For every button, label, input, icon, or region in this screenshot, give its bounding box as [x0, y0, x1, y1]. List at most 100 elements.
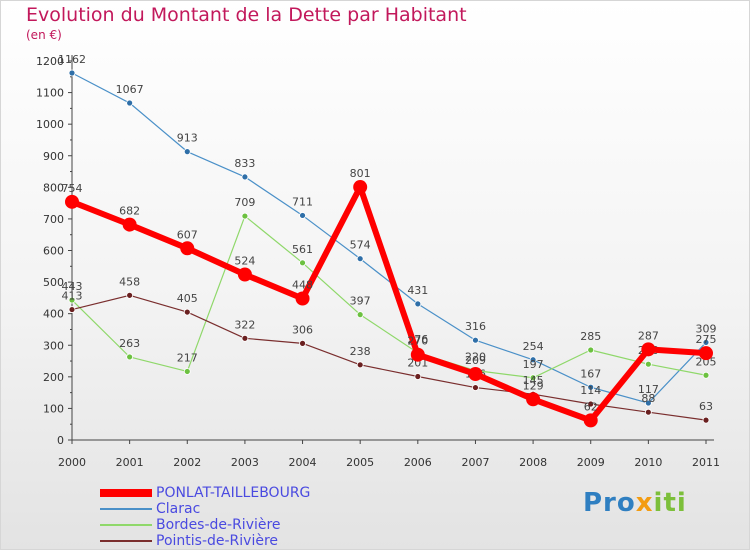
data-point-clarac — [472, 336, 479, 344]
logo-part-x: x — [635, 488, 654, 518]
x-tick-label: 2005 — [346, 456, 374, 469]
data-label-ponlat-taillebourg: 754 — [62, 182, 83, 195]
legend-label-bordes: Bordes-de-Rivière — [156, 517, 281, 533]
x-tick-label: 2003 — [231, 456, 259, 469]
data-label-ponlat-taillebourg: 448 — [292, 279, 313, 292]
data-point-pointis-de-rivi-re — [241, 334, 249, 342]
data-point-pointis-de-rivi-re — [472, 384, 479, 391]
y-tick-label: 200 — [43, 371, 64, 384]
data-label-ponlat-taillebourg: 270 — [407, 335, 428, 348]
data-point-clarac — [299, 212, 306, 219]
data-point-pointis-de-rivi-re — [414, 373, 422, 380]
x-tick-label: 2006 — [404, 456, 432, 469]
data-point-clarac — [68, 69, 76, 77]
data-label-bordes-de-rivi-re: 443 — [62, 280, 83, 293]
y-tick-label: 300 — [43, 339, 64, 352]
y-tick-label: 400 — [43, 308, 64, 321]
data-point-bordes-de-rivi-re — [702, 371, 710, 379]
data-label-bordes-de-rivi-re: 263 — [119, 337, 140, 350]
data-label-bordes-de-rivi-re: 205 — [696, 355, 717, 368]
data-point-pointis-de-rivi-re — [183, 308, 191, 316]
data-point-ponlat-taillebourg — [237, 267, 252, 282]
data-label-clarac: 833 — [234, 157, 255, 170]
data-point-pointis-de-rivi-re — [702, 416, 710, 424]
data-label-pointis-de-rivi-re: 458 — [119, 275, 140, 288]
data-label-pointis-de-rivi-re: 145 — [523, 374, 544, 387]
data-label-clarac: 316 — [465, 320, 486, 333]
data-point-ponlat-taillebourg — [468, 366, 483, 381]
legend-swatch-bordes — [100, 524, 152, 526]
legend-item-pointis: Pointis-de-Rivière — [100, 533, 420, 549]
data-label-pointis-de-rivi-re: 413 — [62, 290, 83, 303]
data-label-ponlat-taillebourg: 62 — [584, 400, 598, 413]
data-label-bordes-de-rivi-re: 285 — [580, 330, 601, 343]
data-label-ponlat-taillebourg: 801 — [350, 167, 371, 180]
data-label-pointis-de-rivi-re: 63 — [699, 400, 713, 413]
data-label-pointis-de-rivi-re: 88 — [641, 392, 655, 405]
data-point-clarac — [241, 173, 249, 181]
x-tick-label: 2011 — [692, 456, 720, 469]
data-point-ponlat-taillebourg — [180, 241, 195, 256]
data-point-pointis-de-rivi-re — [587, 400, 595, 408]
legend-swatch-clarac — [100, 508, 152, 510]
data-point-bordes-de-rivi-re — [68, 296, 76, 304]
series-line-ponlat-taillebourg — [69, 184, 709, 424]
data-point-pointis-de-rivi-re — [68, 306, 76, 313]
legend-label-clarac: Clarac — [156, 501, 201, 517]
data-label-pointis-de-rivi-re: 322 — [234, 318, 255, 331]
data-point-ponlat-taillebourg — [583, 413, 598, 428]
data-point-bordes-de-rivi-re — [183, 368, 191, 375]
legend-label-ponlat: PONLAT-TAILLEBOURG — [156, 485, 311, 501]
data-label-clarac: 117 — [638, 383, 659, 396]
data-point-clarac — [529, 356, 537, 364]
data-label-clarac: 1067 — [116, 83, 144, 96]
legend: PONLAT-TAILLEBOURG Clarac Bordes-de-Rivi… — [100, 485, 420, 549]
data-point-ponlat-taillebourg — [65, 194, 79, 209]
data-point-ponlat-taillebourg — [295, 291, 310, 306]
data-label-pointis-de-rivi-re: 306 — [292, 323, 313, 336]
data-label-bordes-de-rivi-re: 561 — [292, 243, 313, 256]
data-point-bordes-de-rivi-re — [126, 353, 134, 361]
data-label-ponlat-taillebourg: 209 — [465, 354, 486, 367]
logo-part-pro: Pro — [583, 488, 636, 518]
data-label-ponlat-taillebourg: 607 — [177, 228, 198, 241]
data-label-bordes-de-rivi-re: 709 — [234, 196, 255, 209]
data-point-ponlat-taillebourg — [641, 342, 656, 357]
data-label-bordes-de-rivi-re: 397 — [350, 295, 371, 308]
chart-subtitle: (en €) — [26, 28, 62, 42]
x-tick-label: 2009 — [577, 456, 605, 469]
x-tick-label: 2002 — [173, 456, 201, 469]
data-point-ponlat-taillebourg — [526, 392, 541, 407]
data-label-clarac: 309 — [696, 322, 717, 335]
series-line-clarac — [71, 72, 707, 404]
data-label-ponlat-taillebourg: 287 — [638, 329, 659, 342]
data-point-bordes-de-rivi-re — [299, 259, 306, 267]
data-point-clarac — [702, 339, 710, 346]
data-label-ponlat-taillebourg: 275 — [696, 333, 717, 346]
data-point-pointis-de-rivi-re — [644, 408, 652, 416]
y-tick-label: 1000 — [36, 118, 64, 131]
y-tick-label: 1100 — [36, 87, 64, 100]
data-point-ponlat-taillebourg — [410, 347, 425, 362]
data-label-pointis-de-rivi-re: 405 — [177, 292, 198, 305]
data-label-bordes-de-rivi-re: 197 — [523, 358, 544, 371]
data-label-clarac: 1162 — [58, 53, 86, 66]
data-label-bordes-de-rivi-re: 217 — [177, 351, 198, 364]
data-point-clarac — [587, 383, 595, 391]
legend-swatch-pointis — [100, 540, 152, 542]
data-point-clarac — [414, 300, 422, 308]
data-point-clarac — [183, 148, 191, 156]
data-point-bordes-de-rivi-re — [356, 311, 364, 319]
x-tick-label: 2010 — [634, 456, 662, 469]
legend-item-bordes: Bordes-de-Rivière — [100, 517, 420, 533]
data-point-ponlat-taillebourg — [699, 346, 713, 361]
data-point-pointis-de-rivi-re — [356, 361, 364, 369]
x-tick-label: 2000 — [58, 456, 86, 469]
data-label-ponlat-taillebourg: 129 — [523, 379, 544, 392]
data-point-clarac — [126, 99, 134, 107]
y-tick-label: 1200 — [36, 55, 64, 68]
data-label-pointis-de-rivi-re: 114 — [580, 384, 601, 397]
legend-item-clarac: Clarac — [100, 501, 420, 517]
x-tick-label: 2001 — [116, 456, 144, 469]
